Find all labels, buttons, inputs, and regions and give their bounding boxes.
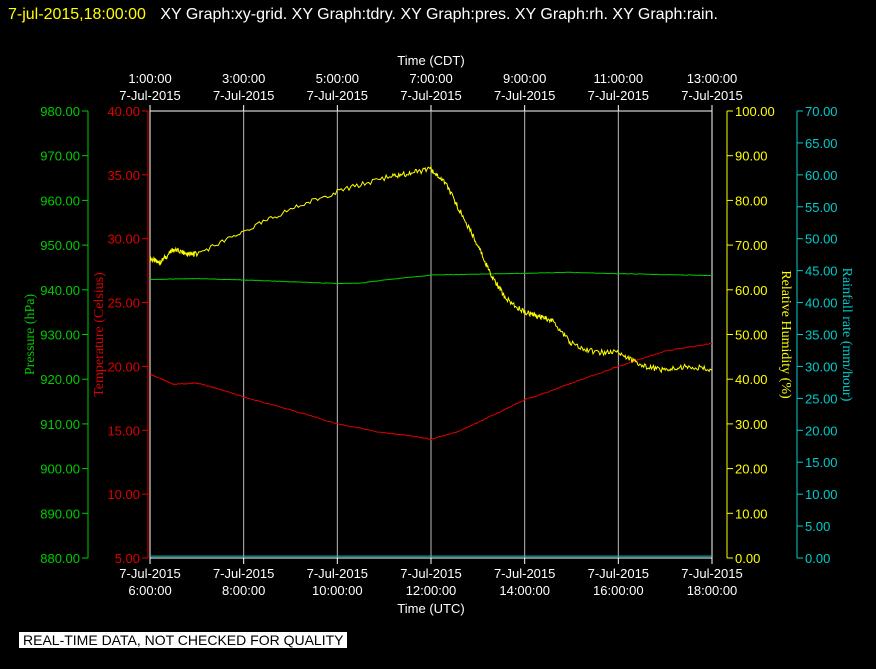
humidity-tick-label: 50.00 <box>735 328 768 343</box>
x-top-tick-time: 11:00:00 <box>594 71 644 86</box>
rain-tick-label: 20.00 <box>805 423 838 438</box>
humidity-tick-label: 30.00 <box>735 417 768 432</box>
temperature-tick-label: 20.00 <box>107 359 140 374</box>
rain-tick-label: 30.00 <box>805 359 838 374</box>
x-bottom-tick-date: 7-Jul-2015 <box>307 566 368 581</box>
x-bottom-tick-date: 7-Jul-2015 <box>681 566 742 581</box>
temperature-tick-label: 40.00 <box>107 104 140 119</box>
pressure-tick-label: 950.00 <box>40 238 80 253</box>
x-top-tick-time: 7:00:00 <box>409 71 452 86</box>
humidity-tick-label: 40.00 <box>735 372 768 387</box>
title-graphs: XY Graph:xy-grid. XY Graph:tdry. XY Grap… <box>160 6 718 23</box>
rain-tick-label: 70.00 <box>805 104 838 119</box>
x-bottom-tick-date: 7-Jul-2015 <box>213 566 274 581</box>
temperature-tick-label: 5.00 <box>115 551 140 566</box>
temperature-axis-label: Temperature (Celsius) <box>92 272 107 397</box>
x-bottom-tick-time: 12:00:00 <box>406 583 457 598</box>
rain-tick-label: 45.00 <box>805 264 838 279</box>
rain-tick-label: 50.00 <box>805 232 838 247</box>
pressure-tick-label: 880.00 <box>40 551 80 566</box>
x-bottom-tick-time: 8:00:00 <box>222 583 265 598</box>
humidity-tick-label: 0.00 <box>735 551 760 566</box>
temperature-tick-label: 15.00 <box>107 423 140 438</box>
pressure-tick-label: 960.00 <box>40 193 80 208</box>
humidity-tick-label: 70.00 <box>735 238 768 253</box>
quality-disclaimer: REAL-TIME DATA, NOT CHECKED FOR QUALITY <box>19 632 348 648</box>
x-top-tick-date: 7-Jul-2015 <box>681 88 742 103</box>
rain-tick-label: 5.00 <box>805 519 830 534</box>
temperature-tick-label: 10.00 <box>107 487 140 502</box>
x-top-tick-time: 1:00:00 <box>128 71 171 86</box>
pressure-tick-label: 940.00 <box>40 283 80 298</box>
temperature-tick-label: 35.00 <box>107 168 140 183</box>
x-bottom-axis-label: Time (UTC) <box>397 601 464 616</box>
humidity-tick-label: 20.00 <box>735 462 768 477</box>
rain-tick-label: 55.00 <box>805 200 838 215</box>
x-bottom-tick-time: 10:00:00 <box>312 583 363 598</box>
x-bottom-tick-time: 6:00:00 <box>128 583 171 598</box>
x-top-axis-label: Time (CDT) <box>397 53 464 68</box>
rain-tick-label: 40.00 <box>805 296 838 311</box>
rain-tick-label: 35.00 <box>805 328 838 343</box>
temperature-series-line <box>149 342 712 441</box>
x-top-tick-time: 5:00:00 <box>316 71 359 86</box>
pressure-tick-label: 910.00 <box>40 417 80 432</box>
x-top-tick-date: 7-Jul-2015 <box>307 88 368 103</box>
x-bottom-tick-date: 7-Jul-2015 <box>494 566 555 581</box>
x-bottom-tick-date: 7-Jul-2015 <box>588 566 649 581</box>
humidity-series-line <box>149 165 713 374</box>
pressure-series-line <box>149 271 712 285</box>
rain-tick-label: 65.00 <box>805 136 838 151</box>
x-top-tick-time: 9:00:00 <box>503 71 546 86</box>
humidity-tick-label: 100.00 <box>735 104 775 119</box>
humidity-tick-label: 10.00 <box>735 506 768 521</box>
pressure-tick-label: 930.00 <box>40 328 80 343</box>
pressure-tick-label: 900.00 <box>40 462 80 477</box>
title-date: 7-jul-2015,18:00:00 <box>8 6 146 23</box>
x-top-tick-date: 7-Jul-2015 <box>213 88 274 103</box>
x-bottom-tick-date: 7-Jul-2015 <box>119 566 180 581</box>
x-top-tick-time: 13:00:00 <box>687 71 738 86</box>
rain-tick-label: 60.00 <box>805 168 838 183</box>
humidity-tick-label: 90.00 <box>735 149 768 164</box>
x-bottom-tick-date: 7-Jul-2015 <box>400 566 461 581</box>
rain-tick-label: 15.00 <box>805 455 838 470</box>
x-top-tick-date: 7-Jul-2015 <box>588 88 649 103</box>
temperature-tick-label: 25.00 <box>107 296 140 311</box>
x-bottom-tick-time: 14:00:00 <box>499 583 550 598</box>
x-top-tick-time: 3:00:00 <box>222 71 265 86</box>
x-top-tick-date: 7-Jul-2015 <box>400 88 461 103</box>
humidity-axis-label: Relative Humidity (%) <box>778 270 793 399</box>
pressure-tick-label: 920.00 <box>40 372 80 387</box>
rain-tick-label: 10.00 <box>805 487 838 502</box>
pressure-tick-label: 980.00 <box>40 104 80 119</box>
rain-axis-label: Rainfall rate (mm/hour) <box>839 268 854 402</box>
x-bottom-tick-time: 16:00:00 <box>593 583 644 598</box>
rain-tick-label: 0.00 <box>805 551 830 566</box>
humidity-tick-label: 60.00 <box>735 283 768 298</box>
humidity-tick-label: 80.00 <box>735 193 768 208</box>
x-top-tick-date: 7-Jul-2015 <box>119 88 180 103</box>
x-bottom-tick-time: 18:00:00 <box>687 583 738 598</box>
pressure-tick-label: 970.00 <box>40 149 80 164</box>
pressure-tick-label: 890.00 <box>40 506 80 521</box>
x-top-tick-date: 7-Jul-2015 <box>494 88 555 103</box>
rain-tick-label: 25.00 <box>805 391 838 406</box>
temperature-tick-label: 30.00 <box>107 232 140 247</box>
graph-title: 7-jul-2015,18:00:00 XY Graph:xy-grid. XY… <box>8 6 718 23</box>
pressure-axis-label: Pressure (hPa) <box>23 294 38 376</box>
